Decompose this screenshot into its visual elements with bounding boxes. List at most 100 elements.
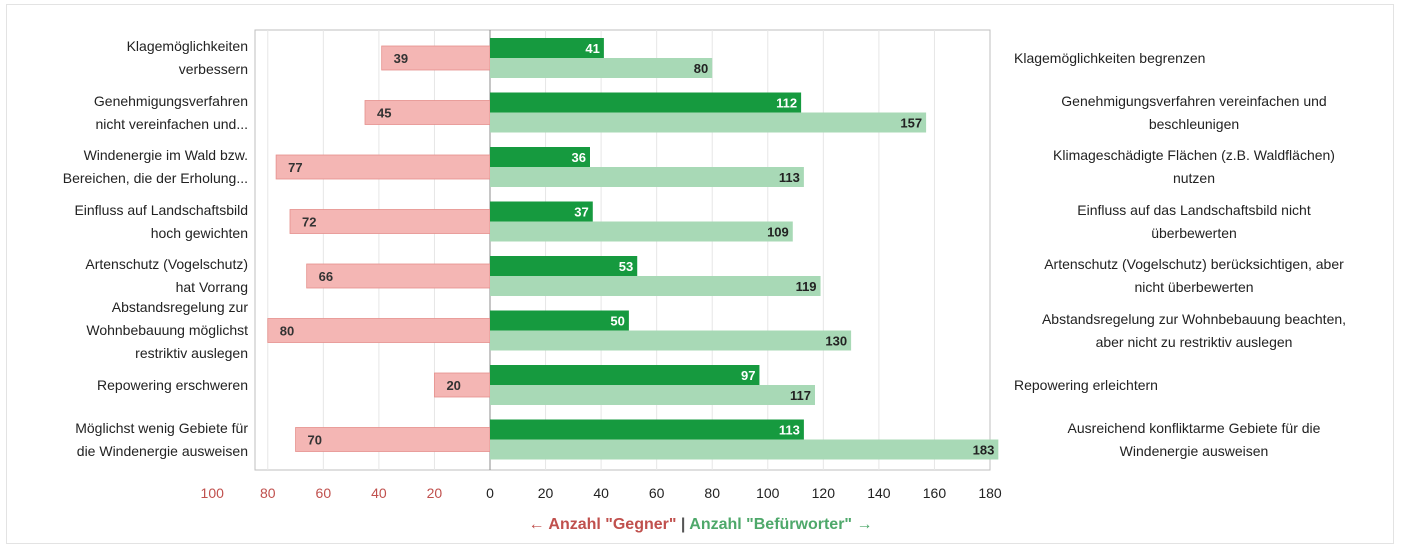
left-category-label-line: nicht vereinfachen und... <box>95 115 248 132</box>
left-category-label-line: Repowering erschweren <box>97 376 248 393</box>
supporters-dark-value-label: 36 <box>572 150 586 165</box>
opponents-value-label: 66 <box>319 269 333 284</box>
supporters-light-bar <box>490 385 815 405</box>
x-tick-label: 120 <box>812 485 836 501</box>
right-category-label-line: überbewerten <box>1151 224 1237 241</box>
right-category-label: Einfluss auf das Landschaftsbild nicht üb… <box>1014 199 1374 245</box>
supporters-light-value-label: 119 <box>796 279 817 294</box>
opponents-bar <box>306 263 491 289</box>
opponents-bar <box>275 154 491 180</box>
supporters-light-value-label: 113 <box>779 170 800 185</box>
left-category-label: Abstandsregelung zur Wohnbebauung möglich… <box>0 296 248 365</box>
left-category-label: Möglichst wenig Gebiete für die Windenerg… <box>0 417 248 463</box>
left-category-label: Klagemöglichkeiten verbessern <box>0 35 248 81</box>
supporters-light-bar <box>490 167 804 187</box>
supporters-light-value-label: 183 <box>973 443 995 458</box>
opponents-bar <box>434 372 491 398</box>
opponents-bar <box>267 318 491 343</box>
left-category-label-line: Genehmigungsverfahren <box>93 92 248 109</box>
opponents-bar <box>295 427 491 452</box>
right-category-label-line: Repowering erleichtern <box>1014 376 1158 393</box>
supporters-light-value-label: 157 <box>900 116 922 131</box>
right-category-label: Ausreichend konfliktarme Gebiete für die… <box>1014 417 1374 463</box>
supporters-dark-bar <box>490 310 629 331</box>
opponents-value-label: 45 <box>377 106 391 121</box>
x-tick-label: 140 <box>867 485 891 501</box>
right-category-label-line: Artenschutz (Vogelschutz) berücksichtige… <box>1044 256 1344 272</box>
x-tick-label: 100 <box>756 485 780 501</box>
right-category-label-line: aber nicht zu restriktiv auslegen <box>1095 333 1293 350</box>
x-tick-label: 100 <box>201 485 225 501</box>
x-tick-label: 40 <box>371 485 387 501</box>
opponents-value-label: 77 <box>288 160 302 175</box>
x-axis-title: ← Anzahl "Gegner" | Anzahl "Befürworter"… <box>0 516 1401 534</box>
supporters-dark-value-label: 37 <box>574 205 588 220</box>
right-category-label-line: Genehmigungsverfahren vereinfachen und <box>1061 92 1327 109</box>
left-category-label-line: Einfluss auf Landschaftsbild <box>74 201 248 218</box>
supporters-dark-bar <box>490 365 760 385</box>
x-tick-label: 160 <box>923 485 947 501</box>
supporters-light-bar <box>490 221 793 242</box>
left-category-label-line: restriktiv auslegen <box>135 345 248 361</box>
left-category-label-line: Bereichen, die der Erholung... <box>62 170 248 186</box>
supporters-dark-value-label: 50 <box>610 314 624 329</box>
left-category-label-line: Artenschutz (Vogelschutz) <box>85 256 248 272</box>
opponents-value-label: 70 <box>308 433 322 448</box>
right-category-label-line: Klimageschädigte Flächen (z.B. Waldfläch… <box>1053 147 1335 163</box>
x-tick-label: 60 <box>649 485 665 501</box>
opponents-value-label: 72 <box>302 215 316 230</box>
opponents-bar <box>381 45 491 71</box>
right-category-label-line: Abstandsregelung zur Wohnbebauung beacht… <box>1041 310 1347 327</box>
supporters-dark-value-label: 97 <box>741 368 755 383</box>
supporters-dark-bar <box>490 92 802 113</box>
supporters-dark-value-label: 113 <box>779 423 800 438</box>
right-category-label: Klimageschädigte Flächen (z.B. Waldfläch… <box>1014 144 1374 190</box>
opponents-value-label: 39 <box>394 51 408 66</box>
x-tick-label: 180 <box>978 485 1002 501</box>
right-category-label-line: nicht überbewerten <box>1134 279 1254 295</box>
left-category-label: Repowering erschweren <box>0 374 248 397</box>
supporters-dark-bar <box>490 419 804 440</box>
supporters-light-value-label: 130 <box>825 334 847 349</box>
supporters-dark-value-label: 41 <box>585 41 599 56</box>
supporters-dark-bar <box>490 38 604 58</box>
supporters-light-value-label: 109 <box>767 225 789 240</box>
supporters-light-value-label: 117 <box>790 388 811 403</box>
x-axis-title-separator: | <box>680 516 686 533</box>
supporters-light-bar <box>490 439 999 460</box>
supporters-light-bar <box>490 112 927 133</box>
plot-area-border <box>254 29 991 471</box>
left-category-label-line: Wohnbebauung möglichst <box>86 322 248 338</box>
right-category-label: Artenschutz (Vogelschutz) berücksichtige… <box>1014 253 1374 299</box>
left-category-label: Artenschutz (Vogelschutz) hat Vorrang <box>0 253 248 299</box>
right-category-label-line: Klagemöglichkeiten begrenzen <box>1014 49 1206 66</box>
opponents-bar <box>364 100 491 125</box>
right-category-label: Abstandsregelung zur Wohnbebauung beacht… <box>1014 308 1374 354</box>
x-tick-label: 20 <box>427 485 443 501</box>
left-category-label-line: hat Vorrang <box>175 279 248 295</box>
x-tick-label: 20 <box>538 485 554 501</box>
supporters-dark-value-label: 53 <box>619 259 633 274</box>
supporters-dark-value-label: 112 <box>776 96 797 111</box>
x-axis-title-opponents: ← Anzahl "Gegner" <box>528 516 677 533</box>
right-category-label-line: Einfluss auf das Landschaftsbild nicht <box>1077 201 1311 218</box>
x-tick-label: 0 <box>486 485 494 501</box>
supporters-dark-bar <box>490 147 590 167</box>
left-category-label-line: Abstandsregelung zur <box>111 299 248 315</box>
supporters-light-bar <box>490 330 852 351</box>
x-tick-label: 60 <box>316 485 332 501</box>
supporters-light-value-label: 80 <box>694 61 708 76</box>
x-tick-label: 80 <box>260 485 276 501</box>
opponents-value-label: 80 <box>280 324 294 339</box>
left-category-label-line: hoch gewichten <box>150 224 248 241</box>
supporters-light-bar <box>490 276 821 296</box>
supporters-light-bar <box>490 58 713 78</box>
opponents-value-label: 20 <box>446 378 460 393</box>
left-category-label-line: Klagemöglichkeiten <box>126 38 248 54</box>
right-category-label: Genehmigungsverfahren vereinfachen und be… <box>1014 90 1374 136</box>
right-category-label-line: nutzen <box>1172 170 1216 186</box>
supporters-dark-bar <box>490 201 593 222</box>
x-tick-label: 80 <box>704 485 720 501</box>
left-category-label-line: die Windenergie ausweisen <box>76 442 248 459</box>
